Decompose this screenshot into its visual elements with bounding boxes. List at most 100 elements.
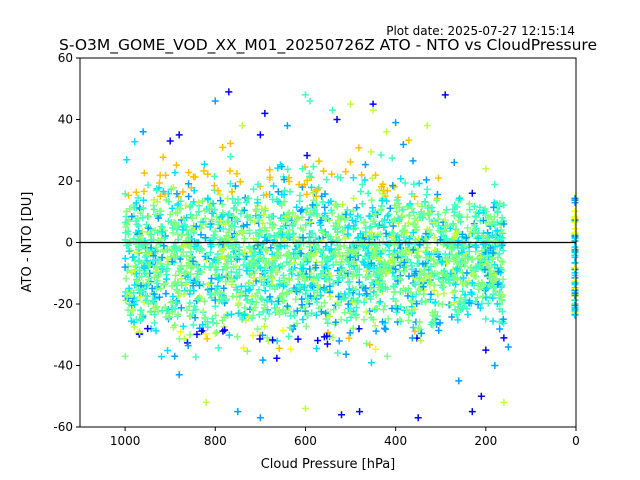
data-point [492, 275, 500, 283]
data-point [251, 248, 259, 256]
data-point [352, 217, 360, 225]
data-point [343, 206, 351, 214]
data-point [156, 240, 164, 248]
data-point [306, 172, 314, 180]
data-point [491, 242, 499, 250]
data-point [452, 281, 460, 289]
data-point [339, 252, 347, 260]
data-point [171, 321, 179, 329]
data-point [130, 289, 138, 297]
data-point [394, 232, 402, 240]
data-point [464, 253, 472, 261]
data-point [184, 342, 192, 350]
data-point [278, 289, 286, 297]
data-point [283, 289, 291, 297]
data-point [346, 268, 354, 276]
data-point [150, 290, 158, 298]
data-point [435, 299, 443, 307]
data-point [380, 223, 388, 231]
data-point [390, 282, 398, 290]
data-point [238, 290, 246, 298]
data-point [408, 190, 416, 198]
data-point [434, 174, 442, 182]
data-point [350, 258, 358, 266]
data-point [319, 198, 327, 206]
data-point [323, 176, 331, 184]
data-point [152, 267, 160, 275]
data-point [483, 252, 491, 260]
data-point [173, 281, 181, 289]
data-point [478, 247, 486, 255]
data-point [293, 319, 301, 327]
data-point [314, 336, 322, 344]
data-point [402, 250, 410, 258]
data-point [361, 176, 369, 184]
data-point [255, 311, 263, 319]
data-point [487, 273, 495, 281]
data-point [266, 173, 274, 181]
data-point [571, 207, 579, 215]
data-point [341, 216, 349, 224]
data-point [482, 294, 490, 302]
data-point [495, 291, 503, 299]
data-point [307, 269, 315, 277]
data-point [322, 243, 330, 251]
y-tick-label: -20 [53, 297, 73, 311]
data-point [450, 244, 458, 252]
data-point [179, 226, 187, 234]
data-point [362, 273, 370, 281]
data-point [449, 220, 457, 228]
data-point [185, 168, 193, 176]
data-point [137, 306, 145, 314]
data-point [190, 242, 198, 250]
data-point [300, 265, 308, 273]
data-point [431, 234, 439, 242]
data-point [322, 272, 330, 280]
data-point [387, 266, 395, 274]
data-point [451, 274, 459, 282]
data-point [321, 286, 329, 294]
data-point [382, 230, 390, 238]
data-point [186, 275, 194, 283]
data-point [337, 316, 345, 324]
data-point [246, 285, 254, 293]
data-point [308, 309, 316, 317]
data-point [363, 290, 371, 298]
data-point [278, 201, 286, 209]
data-point [199, 197, 207, 205]
data-point [143, 245, 151, 253]
data-point [332, 258, 340, 266]
data-point [434, 210, 442, 218]
data-point [211, 97, 219, 105]
data-point [408, 334, 416, 342]
data-point [240, 206, 248, 214]
data-point [200, 167, 208, 175]
data-point [306, 219, 314, 227]
data-point [290, 312, 298, 320]
data-point [293, 307, 301, 315]
data-point [347, 100, 355, 108]
data-point [214, 187, 222, 195]
data-point [154, 214, 162, 222]
data-point [217, 289, 225, 297]
data-point [249, 252, 257, 260]
data-point [500, 220, 508, 228]
data-point [155, 179, 163, 187]
data-point [192, 222, 200, 230]
data-point [158, 307, 166, 315]
data-point [146, 308, 154, 316]
data-point [303, 298, 311, 306]
data-point [456, 299, 464, 307]
data-point [285, 226, 293, 234]
data-point [142, 248, 150, 256]
data-point [495, 318, 503, 326]
data-point [150, 205, 158, 213]
data-point [125, 247, 133, 255]
data-point [191, 173, 199, 181]
data-point [328, 170, 336, 178]
data-point [141, 253, 149, 261]
data-point [500, 334, 508, 342]
data-point [440, 283, 448, 291]
data-point [270, 232, 278, 240]
data-point [124, 227, 132, 235]
